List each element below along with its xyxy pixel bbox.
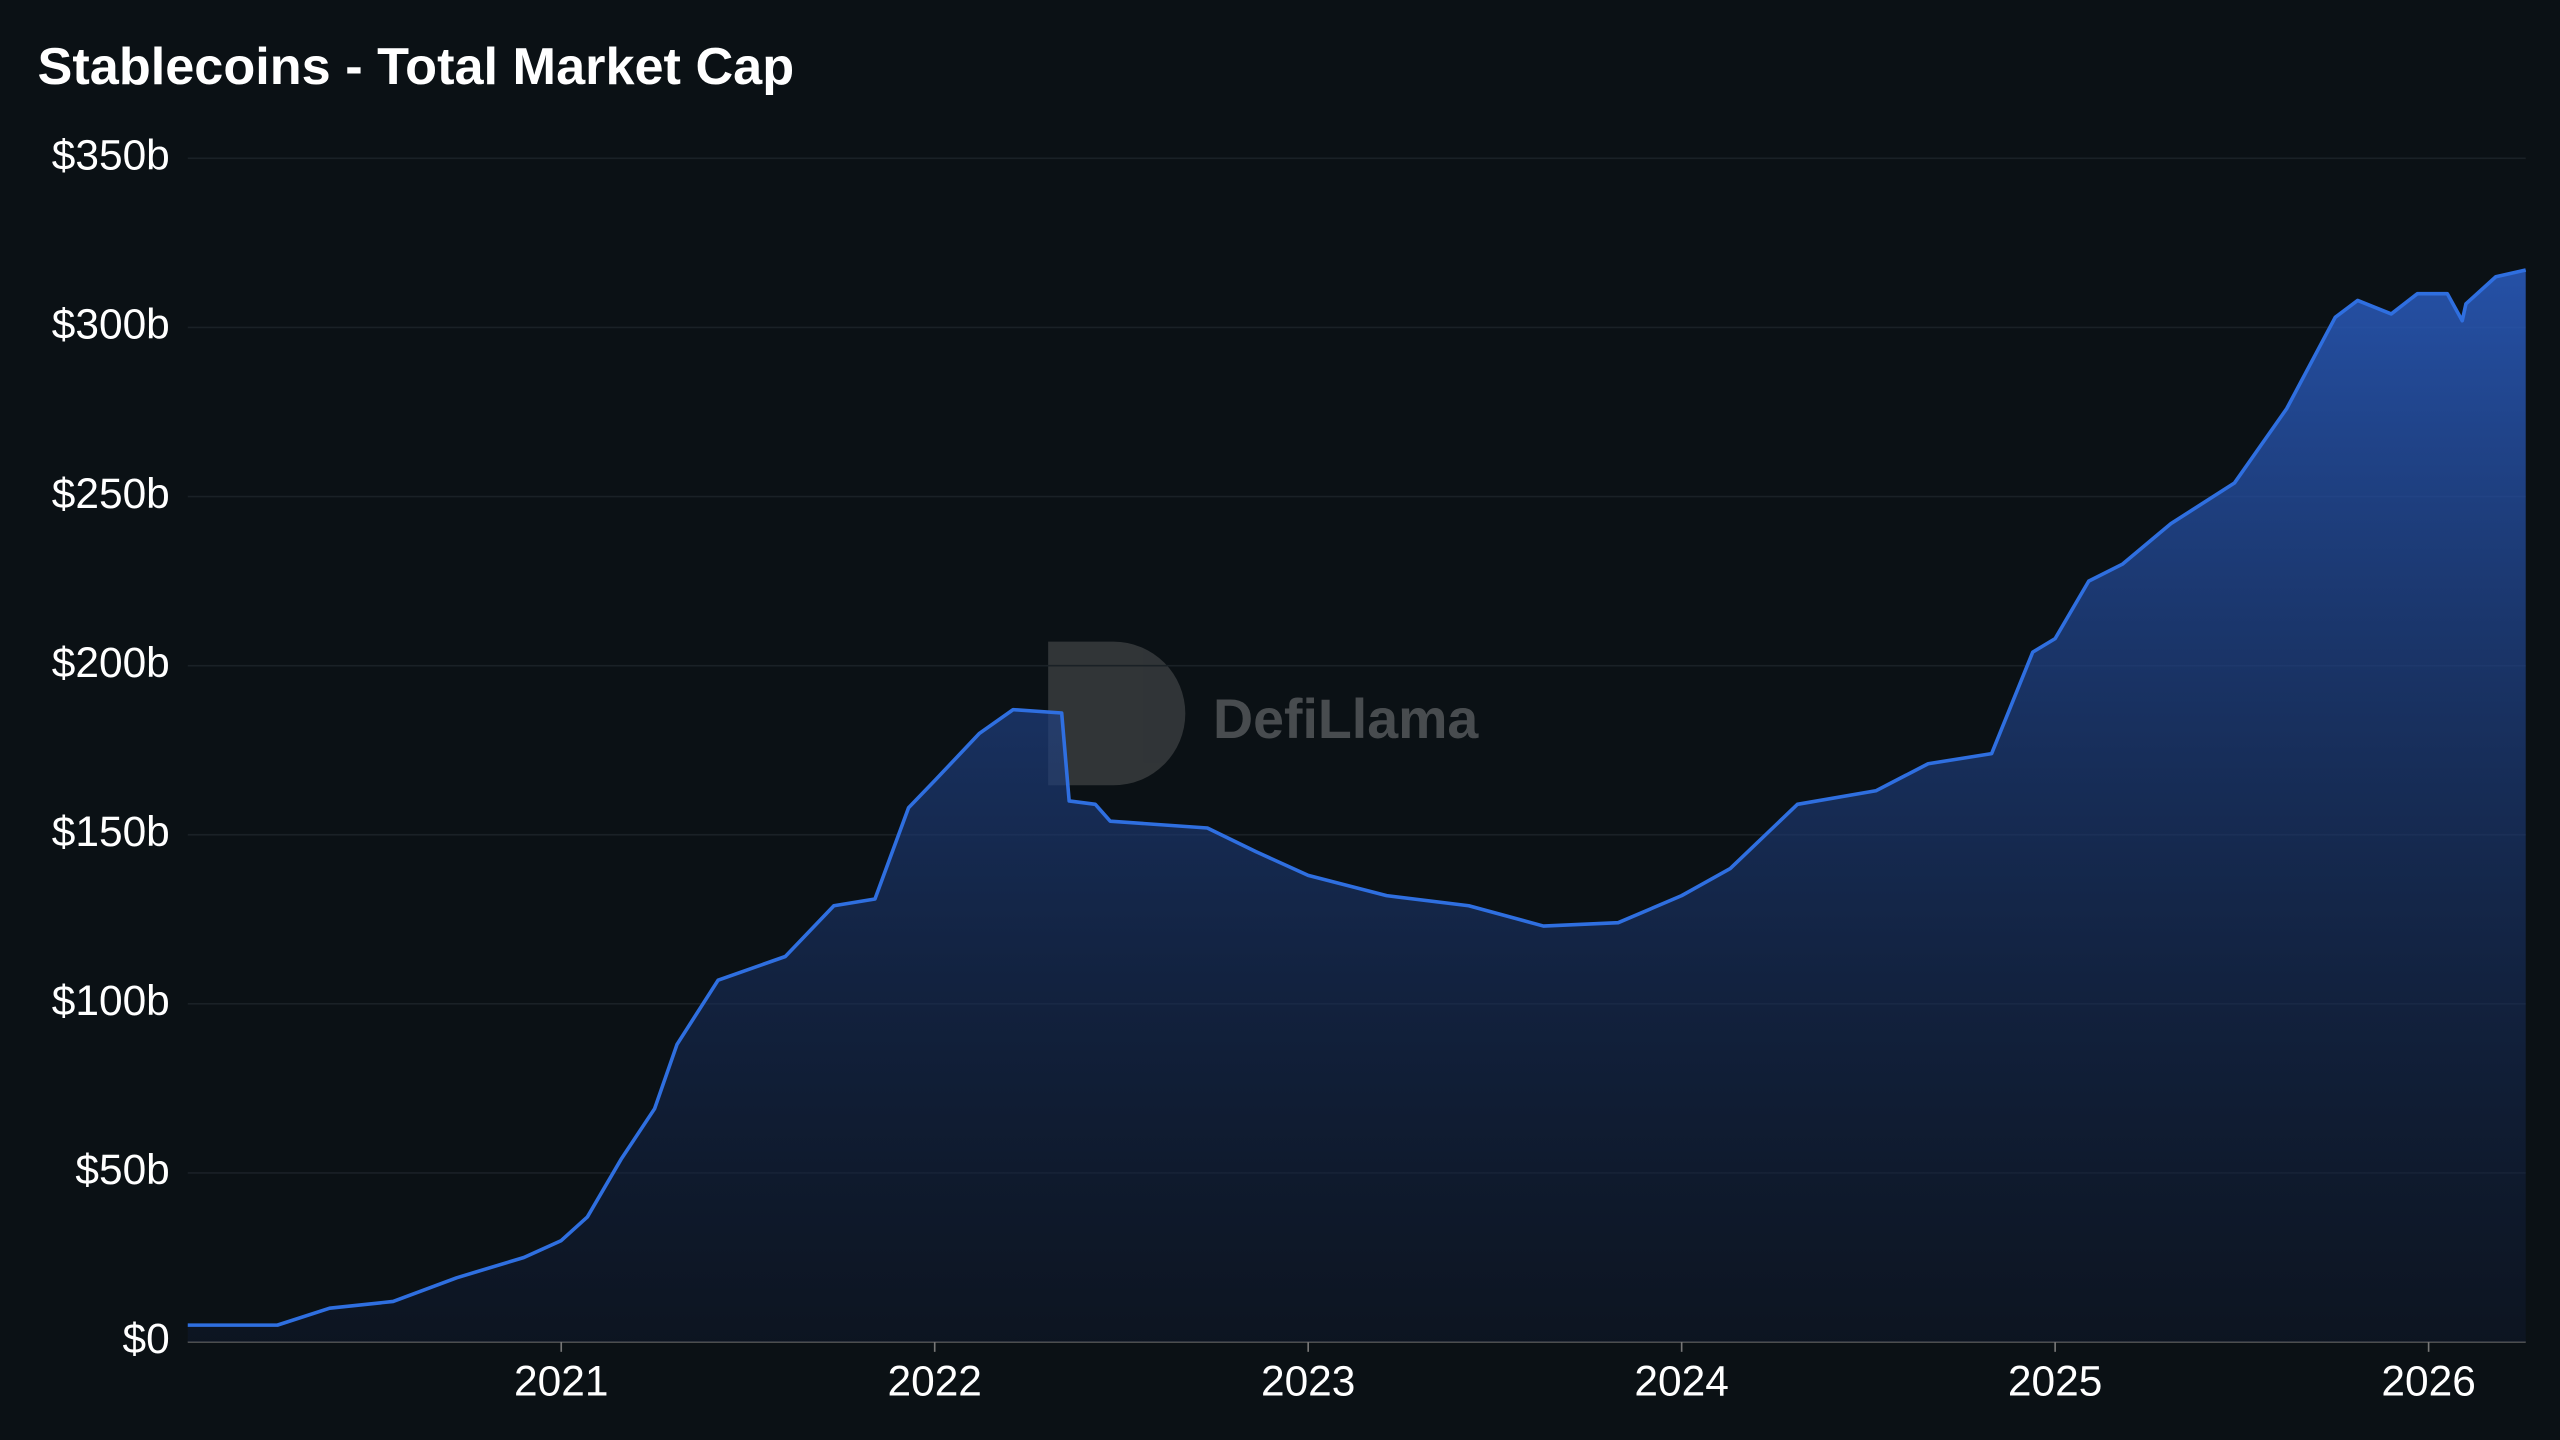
area-fill	[187, 269, 2526, 1343]
x-tick-label: 2026	[2381, 1358, 2475, 1405]
x-tick-label: 2024	[1634, 1358, 1728, 1405]
y-tick-label: $50b	[75, 1146, 169, 1193]
y-tick-label: $150b	[52, 808, 170, 855]
y-tick-label: $350b	[52, 132, 170, 179]
x-tick-label: 2022	[887, 1358, 981, 1405]
chart-title: Stablecoins - Total Market Cap	[38, 38, 795, 96]
watermark-text: DefiLlama	[1213, 688, 1479, 750]
y-tick-label: $300b	[52, 301, 170, 348]
x-tick-label: 2023	[1261, 1358, 1355, 1405]
y-tick-label: $250b	[52, 470, 170, 517]
y-tick-label: $100b	[52, 977, 170, 1024]
y-tick-label: $200b	[52, 639, 170, 686]
watermark-logo	[1048, 641, 1186, 786]
area-line	[187, 268, 2527, 1327]
y-tick-label: $0	[123, 1315, 170, 1362]
x-tick-label: 2025	[2008, 1358, 2102, 1405]
x-tick-label: 2021	[514, 1358, 608, 1405]
watermark: DefiLlama	[1048, 641, 1479, 786]
